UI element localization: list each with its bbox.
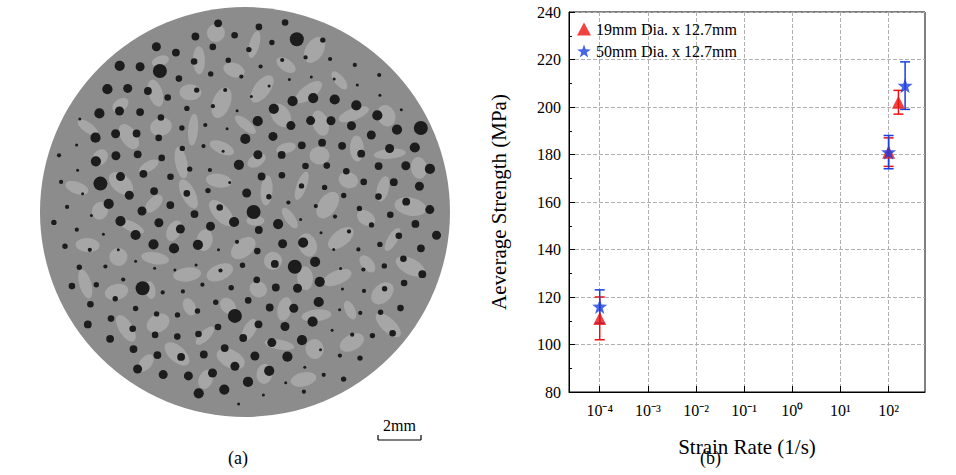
svg-text:19mm Dia. x 12.7mm: 19mm Dia. x 12.7mm bbox=[596, 21, 737, 38]
svg-text:10¹: 10¹ bbox=[830, 402, 851, 419]
svg-text:10²: 10² bbox=[878, 402, 899, 419]
svg-text:Strain Rate (1/s): Strain Rate (1/s) bbox=[678, 435, 816, 459]
svg-text:180: 180 bbox=[537, 146, 561, 163]
svg-text:140: 140 bbox=[537, 241, 561, 258]
svg-text:10⁰: 10⁰ bbox=[781, 402, 803, 419]
svg-text:100: 100 bbox=[537, 336, 561, 353]
svg-text:120: 120 bbox=[537, 289, 561, 306]
svg-text:220: 220 bbox=[537, 51, 561, 68]
svg-text:10⁻³: 10⁻³ bbox=[635, 402, 661, 419]
svg-text:200: 200 bbox=[537, 99, 561, 116]
svg-text:10⁻¹: 10⁻¹ bbox=[731, 402, 757, 419]
svg-text:80: 80 bbox=[545, 384, 561, 401]
svg-text:10⁻²: 10⁻² bbox=[683, 402, 709, 419]
svg-text:Aeverage Strength (MPa): Aeverage Strength (MPa) bbox=[487, 94, 511, 310]
svg-text:10⁻⁴: 10⁻⁴ bbox=[586, 402, 613, 419]
svg-text:240: 240 bbox=[537, 4, 561, 21]
svg-text:50mm Dia. x 12.7mm: 50mm Dia. x 12.7mm bbox=[596, 43, 737, 60]
svg-text:2mm: 2mm bbox=[383, 417, 416, 434]
svg-text:160: 160 bbox=[537, 194, 561, 211]
